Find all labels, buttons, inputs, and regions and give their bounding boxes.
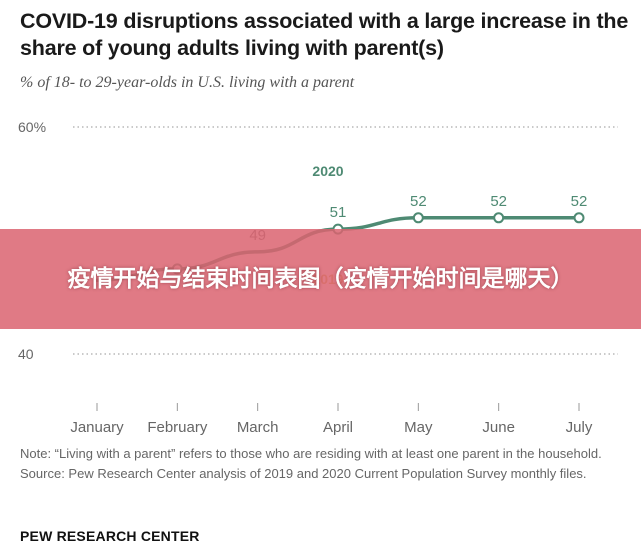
chart-title: COVID-19 disruptions associated with a l… [20,9,629,60]
data-point-2020-may [412,212,424,224]
x-tick-label-april: April [323,419,353,436]
note-text: Note: “Living with a parent” refers to t… [20,446,602,461]
source-text: Source: Pew Research Center analysis of … [20,465,587,481]
x-tick-label-may: May [404,419,433,436]
data-point-2020-june [493,212,505,224]
x-tick-label-july: July [566,419,593,436]
chart-subtitle: % of 18- to 29-year-olds in U.S. living … [20,74,355,91]
brand-logo-text: PEW RESEARCH CENTER [20,528,200,544]
chart-footnote: Note: “Living with a parent” refers to t… [20,444,625,483]
data-label-2020-april: 51 [330,204,347,221]
data-label-2020-july: 52 [571,193,588,210]
data-label-2020-june: 52 [490,193,507,210]
y-tick-label-60: 60% [18,119,46,135]
series-label-2020: 2020 [312,163,343,179]
data-label-2020-may: 52 [410,193,427,210]
x-tick-label-january: January [70,419,124,436]
overlay-caption: 疫情开始与结束时间表图（疫情开始时间是哪天） [67,266,574,292]
overlay-banner: 疫情开始与结束时间表图（疫情开始时间是哪天） [0,229,641,329]
x-tick-label-march: March [237,419,279,436]
data-point-2020-july [573,212,585,224]
x-tick-label-june: June [482,419,515,436]
x-tick-label-february: February [147,419,208,436]
y-tick-label-40: 40 [18,346,34,362]
